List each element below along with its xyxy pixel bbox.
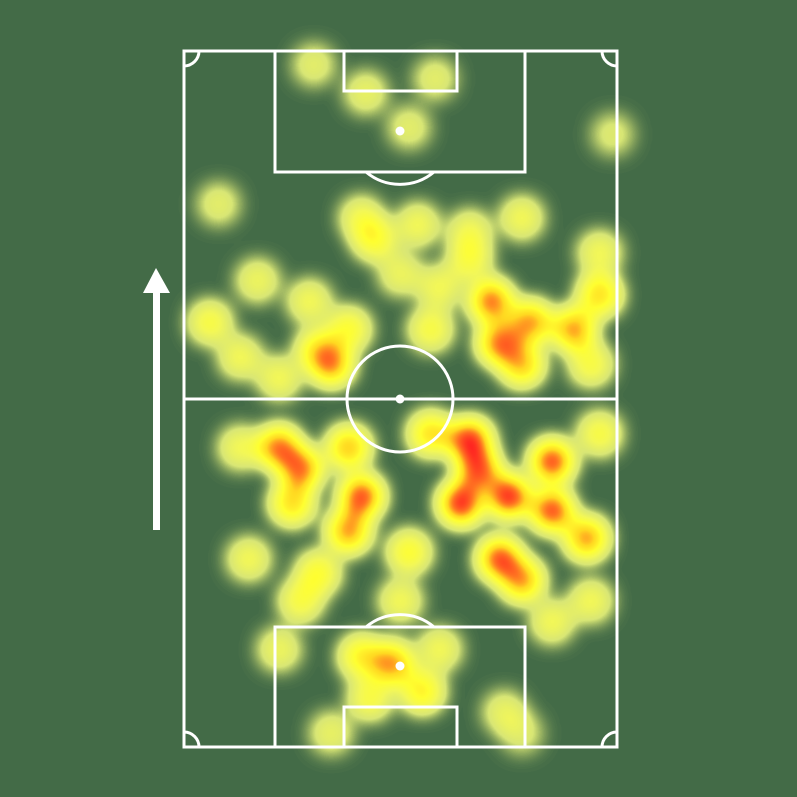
heat-point (579, 413, 620, 454)
heat-point (532, 601, 573, 642)
heat-point (410, 309, 451, 350)
heat-point (259, 629, 300, 670)
heat-point (328, 309, 369, 350)
heat-point (354, 218, 395, 259)
heat-point (592, 114, 633, 155)
heat-point (311, 713, 352, 754)
heat-point (488, 476, 529, 517)
heat-point (501, 713, 542, 754)
heat-point (380, 253, 421, 294)
center-spot (395, 394, 405, 404)
corner-arc-br (600, 730, 618, 748)
heat-point (328, 427, 369, 468)
heat-point (402, 671, 443, 712)
heat-point (280, 448, 321, 489)
heat-point (449, 239, 490, 280)
heat-point (501, 198, 542, 239)
heat-point (259, 358, 300, 399)
bottom-goal-area (342, 705, 459, 749)
heat-point (579, 232, 620, 273)
heat-point (397, 205, 438, 245)
heat-point (458, 448, 499, 489)
heat-point (220, 427, 261, 468)
heat-point (328, 511, 369, 552)
top-goal-area (342, 49, 459, 93)
heat-point (380, 580, 421, 621)
heat-point (341, 636, 382, 677)
heat-point (189, 302, 230, 343)
corner-arc-bl (183, 730, 201, 748)
heat-point (350, 678, 391, 719)
heat-point (553, 309, 594, 350)
heat-point (345, 72, 386, 113)
heat-point (441, 483, 482, 524)
top-penalty-arc (365, 170, 435, 186)
heat-point (501, 344, 542, 385)
center-circle (345, 344, 455, 454)
bottom-penalty-spot (395, 661, 405, 671)
heat-point (532, 441, 573, 482)
heat-layer (189, 44, 633, 754)
direction-arrow-icon (143, 268, 170, 530)
heat-point (501, 559, 542, 600)
heat-point (280, 580, 321, 621)
heat-point (293, 44, 334, 85)
heat-point (579, 274, 620, 315)
heat-point (389, 107, 430, 148)
heat-point (571, 580, 612, 621)
heat-point (571, 344, 612, 385)
heat-point (289, 281, 330, 322)
heat-point (419, 629, 460, 670)
heat-point (371, 643, 412, 684)
heat-point (566, 518, 607, 559)
heat-point (471, 281, 512, 322)
heat-point (220, 337, 261, 378)
heat-point (510, 302, 551, 343)
heat-point (228, 539, 269, 580)
corner-arc-tr (600, 50, 618, 68)
heat-point (198, 184, 239, 225)
heat-point (532, 490, 573, 531)
heat-point (298, 330, 339, 371)
top-penalty-spot (395, 126, 405, 136)
heat-point (419, 267, 460, 308)
heat-point (449, 211, 490, 252)
heat-point (341, 476, 382, 517)
heat-point (389, 532, 430, 573)
heat-point (272, 483, 313, 524)
bottom-penalty-arc (365, 613, 435, 629)
heat-point (237, 260, 278, 301)
heat-point (415, 58, 456, 99)
corner-arc-tl (183, 50, 201, 68)
pitch-lines (182, 49, 619, 749)
heat-point (410, 413, 451, 454)
